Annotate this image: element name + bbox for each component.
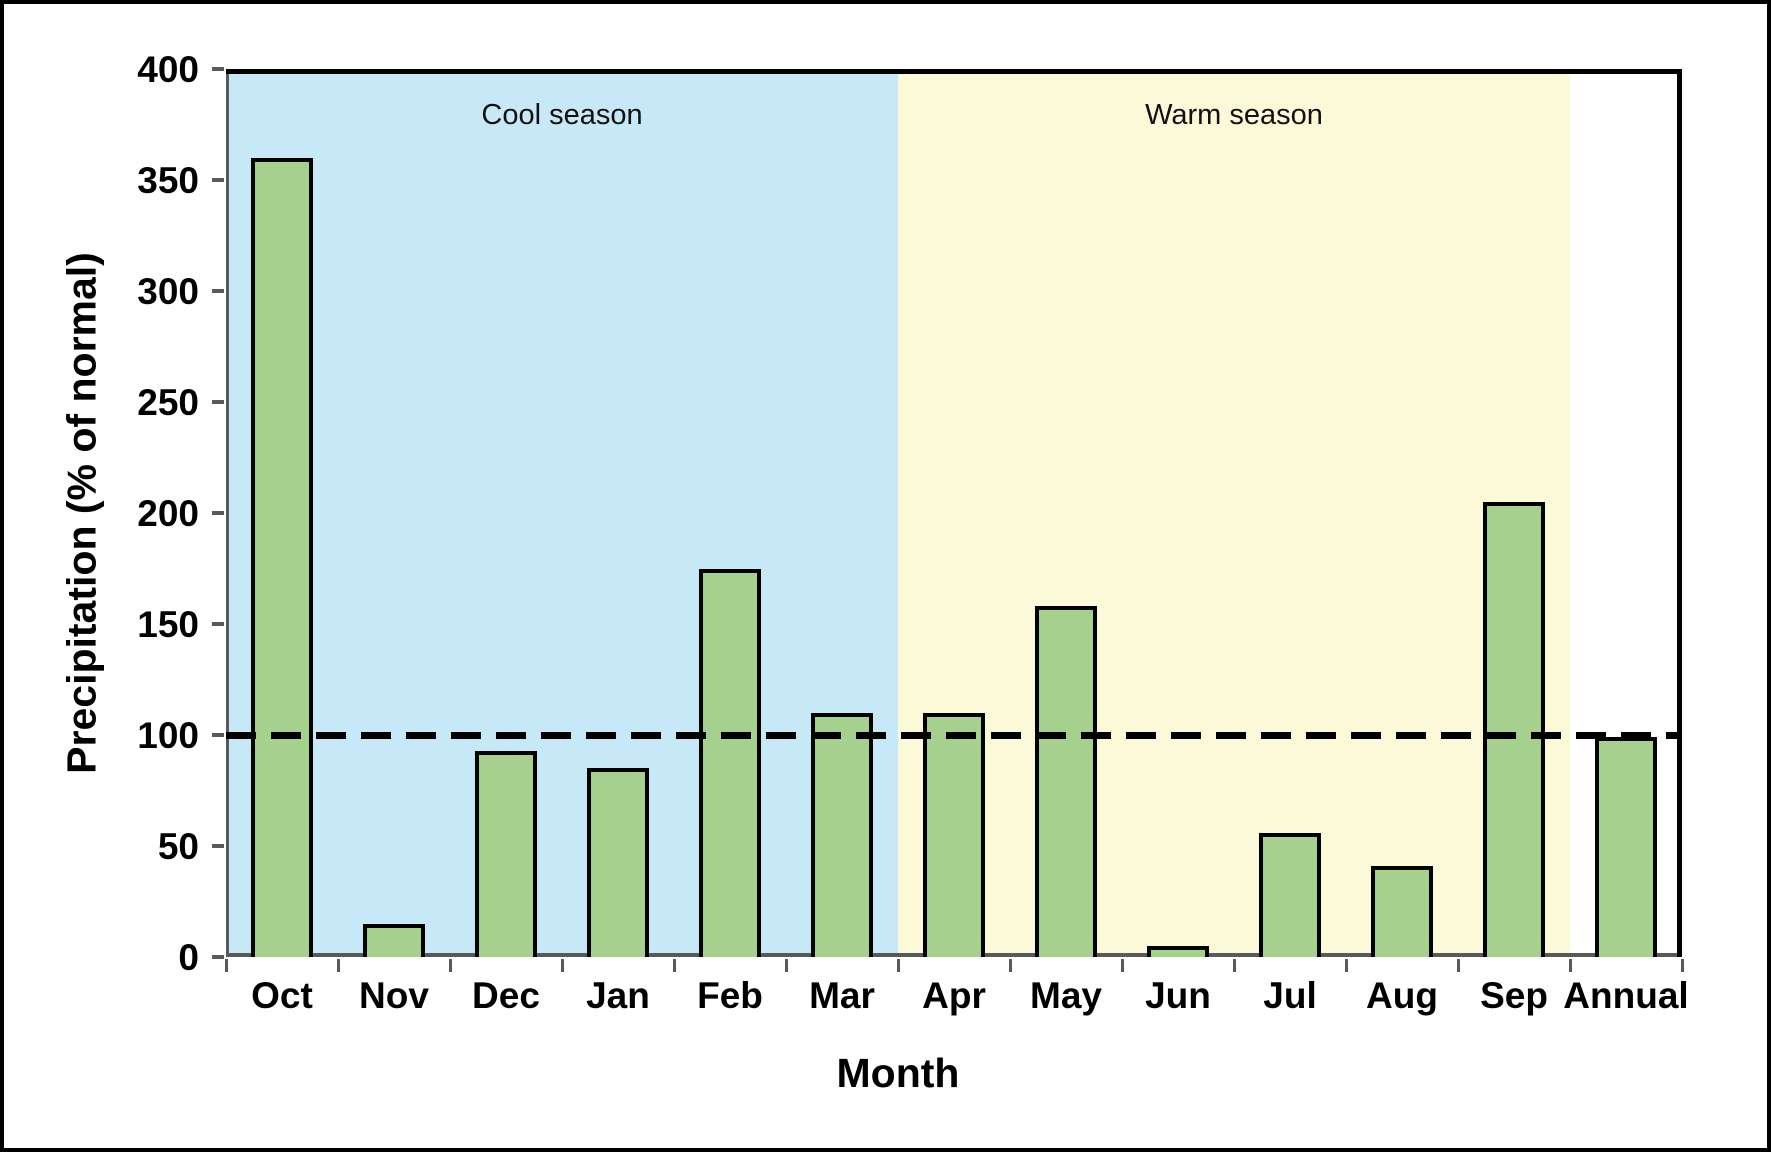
- bar-jan: [587, 768, 649, 957]
- bar-jul: [1259, 832, 1321, 957]
- x-tick-mark: [448, 959, 452, 972]
- bar-feb: [699, 568, 761, 957]
- normal-100-reference-line: [226, 732, 1682, 739]
- x-tick-label-jun: Jun: [1145, 975, 1211, 1016]
- x-tick-mark: [672, 959, 676, 972]
- x-tick-label-oct: Oct: [251, 975, 313, 1016]
- bar-mar: [811, 712, 873, 957]
- y-tick-label: 0: [178, 937, 199, 978]
- bar-jun: [1147, 945, 1209, 957]
- plot-top-border: [226, 69, 1682, 74]
- bar-aug: [1371, 865, 1433, 957]
- y-tick-mark: [212, 289, 224, 293]
- y-tick-mark: [212, 511, 224, 515]
- x-tick-label-annual: Annual: [1563, 975, 1689, 1016]
- y-tick-label: 100: [137, 715, 199, 756]
- x-tick-label-aug: Aug: [1366, 975, 1438, 1016]
- x-tick-mark: [1344, 959, 1348, 972]
- y-tick-mark: [212, 178, 224, 182]
- y-tick-label: 400: [137, 49, 199, 90]
- x-tick-label-nov: Nov: [359, 975, 429, 1016]
- x-axis-title: Month: [836, 1050, 960, 1096]
- x-tick-label-feb: Feb: [697, 975, 763, 1016]
- x-tick-label-may: May: [1030, 975, 1102, 1016]
- cool-season-label: Cool season: [481, 99, 643, 131]
- x-tick-label-mar: Mar: [809, 975, 875, 1016]
- y-tick-label: 150: [137, 604, 199, 645]
- y-tick-mark: [212, 400, 224, 404]
- bar-annual: [1595, 737, 1657, 957]
- x-tick-mark: [896, 959, 900, 972]
- x-tick-mark: [1008, 959, 1012, 972]
- x-tick-mark: [1568, 959, 1572, 972]
- x-tick-mark: [1680, 959, 1684, 972]
- y-tick-mark: [212, 955, 224, 959]
- bar-dec: [475, 750, 537, 957]
- x-tick-label-dec: Dec: [472, 975, 540, 1016]
- y-tick-mark: [212, 67, 224, 71]
- y-tick-mark: [212, 622, 224, 626]
- y-tick-label: 50: [157, 826, 199, 867]
- x-tick-mark: [1232, 959, 1236, 972]
- bar-may: [1035, 606, 1097, 957]
- y-axis-line: [226, 69, 229, 957]
- x-tick-mark: [336, 959, 340, 972]
- bar-oct: [251, 157, 313, 957]
- x-tick-mark: [1456, 959, 1460, 972]
- x-tick-mark: [784, 959, 788, 972]
- cool-season-region: [226, 69, 898, 957]
- x-tick-label-apr: Apr: [922, 975, 986, 1016]
- x-tick-label-jul: Jul: [1263, 975, 1317, 1016]
- y-tick-label: 250: [137, 382, 199, 423]
- y-tick-label: 300: [137, 271, 199, 312]
- y-axis-title: Precipitation (% of normal): [58, 252, 105, 774]
- x-tick-label-sep: Sep: [1480, 975, 1548, 1016]
- bar-apr: [923, 712, 985, 957]
- bar-sep: [1483, 501, 1545, 957]
- plot-area: Cool season Warm season 0 50 100 150 200 250 3…: [137, 51, 1688, 1014]
- warm-season-region: [898, 69, 1570, 957]
- y-tick-label: 350: [137, 160, 199, 201]
- warm-season-label: Warm season: [1145, 99, 1323, 131]
- y-tick-mark: [212, 733, 224, 737]
- y-tick-label: 200: [137, 493, 199, 534]
- bar-nov: [363, 923, 425, 957]
- x-tick-mark: [1120, 959, 1124, 972]
- plot-right-border: [1677, 69, 1682, 957]
- y-tick-mark: [212, 844, 224, 848]
- x-tick-mark: [560, 959, 564, 972]
- x-tick-label-jan: Jan: [586, 975, 650, 1016]
- x-tick-mark: [224, 959, 228, 972]
